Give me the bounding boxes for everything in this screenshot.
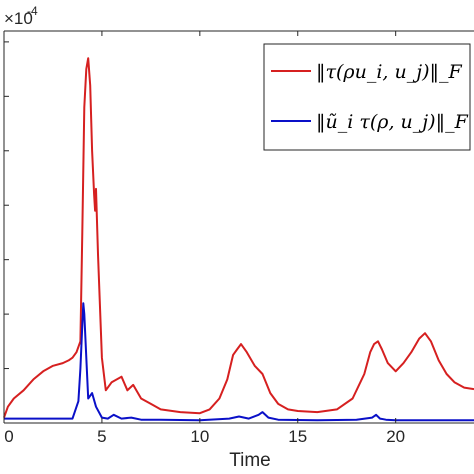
x-tick-label: 10 [190, 427, 209, 446]
series-line-2 [4, 302, 474, 422]
legend: ‖τ(ρu_i, u_j)‖_F ‖ũ_i τ(ρ, u_j)‖_F [263, 43, 471, 151]
x-tick-label: 0 [4, 427, 13, 446]
series-layer [3, 57, 474, 422]
x-tick-label: 5 [97, 427, 106, 446]
legend-box [263, 43, 471, 151]
legend-label-2: ‖ũ_i τ(ρ, u_j)‖_F [316, 111, 469, 133]
x-tick-label: 20 [386, 427, 405, 446]
series-line-1 [3, 57, 474, 418]
y-multiplier-exponent: -4 [27, 4, 38, 18]
ticks-layer: 0 5 10 15 20 [3, 31, 405, 446]
y-axis-multiplier: ×10 -4 [4, 4, 38, 28]
x-tick-label: 15 [288, 427, 307, 446]
x-axis-label: Time [229, 450, 271, 471]
legend-label-1: ‖τ(ρu_i, u_j)‖_F [316, 61, 463, 83]
y-multiplier-base: ×10 [4, 9, 33, 28]
